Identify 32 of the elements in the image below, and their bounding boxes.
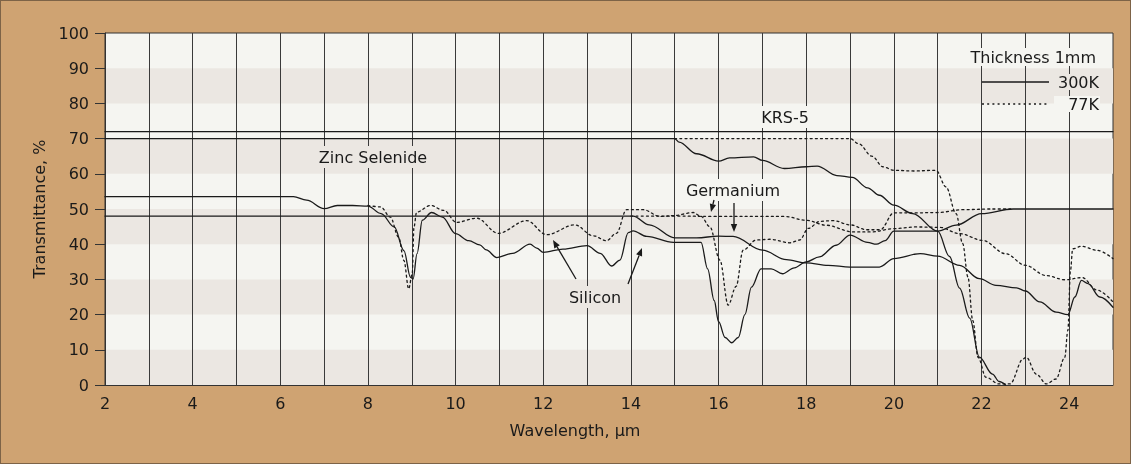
legend-label: 77K bbox=[1068, 94, 1100, 114]
x-tick-label: 24 bbox=[1058, 393, 1080, 413]
y-tick-label: 100 bbox=[58, 23, 89, 43]
y-tick-label: 20 bbox=[68, 305, 89, 325]
legend-label: 300K bbox=[1057, 72, 1100, 92]
y-tick-label: 70 bbox=[68, 129, 89, 149]
x-tick-label: 16 bbox=[708, 393, 729, 413]
x-tick-label: 10 bbox=[445, 393, 466, 413]
y-tick-label: 60 bbox=[68, 164, 89, 184]
x-tick-label: 12 bbox=[533, 393, 554, 413]
annotation: Germanium bbox=[685, 180, 781, 200]
x-tick-label: 18 bbox=[796, 393, 817, 413]
x-tick-label: 6 bbox=[275, 393, 286, 413]
legend-title: Thickness 1mm bbox=[969, 47, 1096, 67]
y-tick-label: 10 bbox=[68, 340, 89, 360]
x-tick-label: 8 bbox=[362, 393, 374, 413]
annotation: Silicon bbox=[568, 287, 622, 307]
x-tick-label: 14 bbox=[620, 393, 642, 413]
x-tick-label: 4 bbox=[187, 393, 198, 413]
y-tick-label: 30 bbox=[68, 269, 89, 289]
x-tick-label: 2 bbox=[99, 393, 111, 413]
y-tick-label: 80 bbox=[68, 93, 89, 113]
annotation: Zinc Selenide bbox=[318, 147, 428, 167]
y-tick-label: 40 bbox=[68, 234, 89, 254]
y-tick-label: 50 bbox=[68, 199, 89, 219]
annotation: KRS-5 bbox=[761, 107, 809, 127]
y-axis-title: Transmittance, % bbox=[29, 139, 49, 280]
y-tick-label: 90 bbox=[68, 58, 89, 78]
x-axis-title: Wavelength, µm bbox=[509, 420, 641, 440]
y-tick-label: 0 bbox=[78, 375, 89, 395]
x-tick-label: 22 bbox=[971, 393, 992, 413]
x-tick-label: 20 bbox=[883, 393, 905, 413]
